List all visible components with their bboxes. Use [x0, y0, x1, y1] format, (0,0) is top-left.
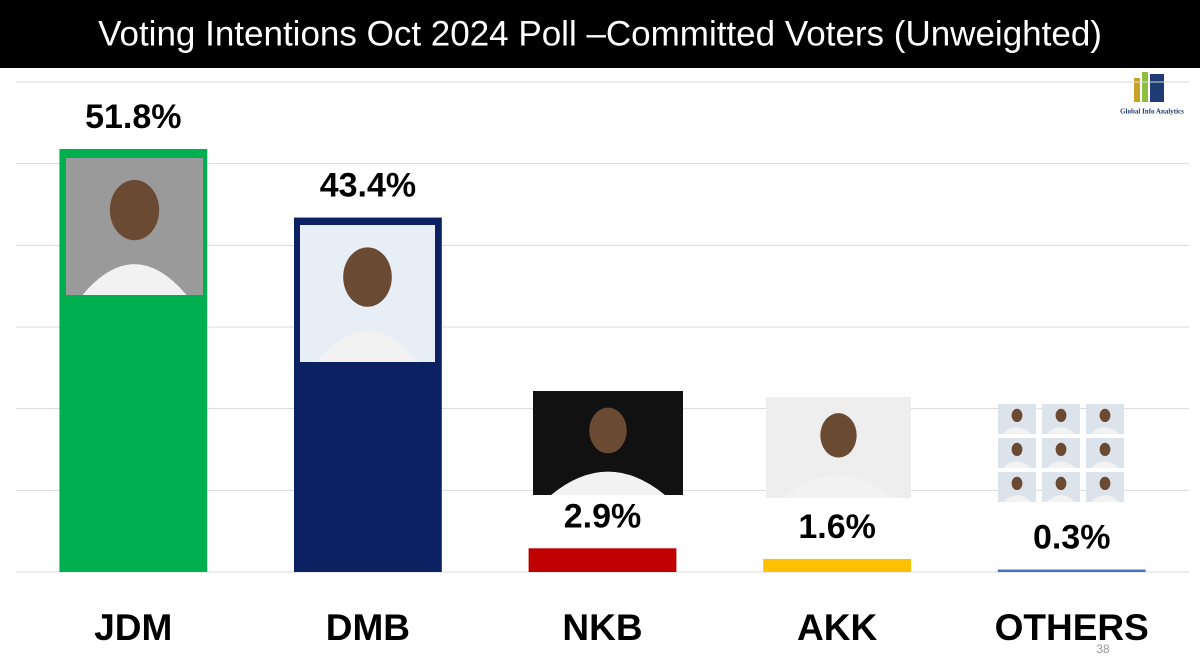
- photo-figure: [82, 264, 187, 295]
- x-tick-label: AKK: [797, 607, 877, 648]
- logo: Global Info Analytics: [1120, 72, 1184, 116]
- chart-title: Voting Intentions Oct 2024 Poll –Committ…: [98, 14, 1102, 53]
- x-tick-label: DMB: [326, 607, 410, 648]
- photo-figure: [1090, 427, 1120, 434]
- photo-figure: [1099, 476, 1111, 490]
- photo-figure: [1011, 476, 1023, 490]
- bar: [997, 569, 1146, 572]
- photo-figure: [1055, 476, 1067, 490]
- photo-figure: [1099, 442, 1111, 456]
- photo-figure: [1002, 427, 1032, 434]
- photo-figure: [783, 475, 894, 498]
- photo-figure: [343, 247, 392, 307]
- value-label: 1.6%: [798, 508, 876, 546]
- photo-figure: [820, 413, 857, 458]
- photo-figure: [1011, 408, 1023, 422]
- photo-figure: [1046, 495, 1076, 502]
- bar: [528, 548, 677, 572]
- photo-figure: [1099, 408, 1111, 422]
- logo-bar: [1150, 74, 1164, 102]
- x-tick-label: JDM: [94, 607, 172, 648]
- logo-bar: [1142, 72, 1148, 102]
- photo-figure: [1055, 442, 1067, 456]
- page-number: 38: [1096, 642, 1110, 656]
- value-label: 43.4%: [320, 167, 416, 205]
- photo-figure: [109, 179, 160, 241]
- bar: [763, 558, 911, 572]
- x-tick-label: OTHERS: [995, 607, 1149, 648]
- value-label: 2.9%: [564, 497, 642, 535]
- photo-figure: [1090, 495, 1120, 502]
- photo-figure: [1055, 408, 1067, 422]
- photo-figure: [551, 471, 665, 495]
- logo-bar: [1134, 78, 1140, 102]
- value-label: 51.8%: [85, 98, 181, 136]
- value-label: 0.3%: [1033, 519, 1111, 557]
- photo-figure: [1011, 442, 1023, 456]
- x-tick-label: NKB: [562, 607, 642, 648]
- photo-figure: [1002, 495, 1032, 502]
- photo-figure: [316, 331, 419, 362]
- photo-figure: [1046, 427, 1076, 434]
- photo-figure: [589, 407, 627, 454]
- photo-figure: [1002, 461, 1032, 468]
- photo-figure: [1046, 461, 1076, 468]
- title-bar: [0, 0, 1200, 68]
- logo-text: Global Info Analytics: [1120, 108, 1184, 116]
- photo-figure: [1090, 461, 1120, 468]
